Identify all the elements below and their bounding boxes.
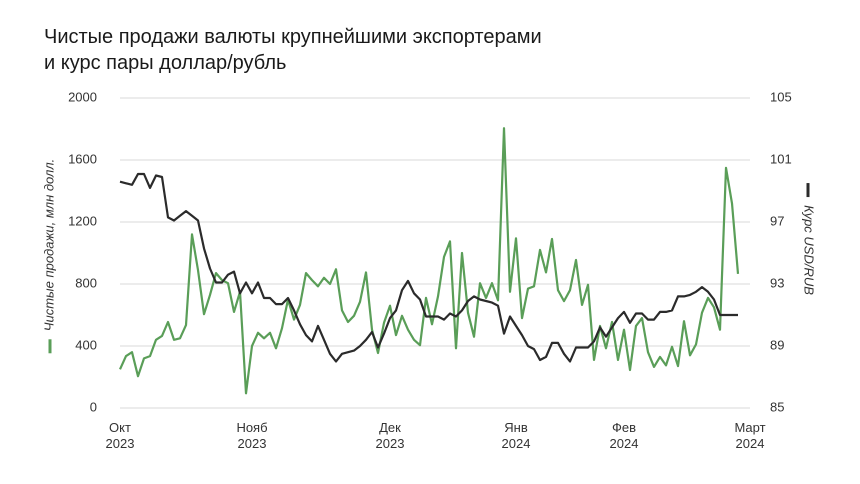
legend-entry: Чистые продажи, млн долл. [41, 159, 56, 354]
x-tick-label: Нояб 2023 [236, 420, 268, 451]
y2-tick-label: 85 [770, 399, 784, 414]
x-tick-label: Дек 2023 [375, 420, 405, 451]
x-tick-label: Янв 2024 [501, 420, 531, 451]
y-tick-label: 800 [75, 275, 97, 290]
y-tick-label: 1200 [68, 213, 97, 228]
y-tick-label: 0 [90, 399, 97, 414]
y2-tick-label: 93 [770, 275, 784, 290]
x-tick-label: Окт 2023 [105, 420, 135, 451]
x-tick-label: Фев 2024 [609, 420, 639, 451]
x-tick-label: Март 2024 [734, 420, 766, 451]
legend-entry: Курс USD/RUB [802, 183, 817, 295]
series-line [118, 127, 740, 395]
legend-label: Курс USD/RUB [802, 205, 817, 295]
y2-tick-label: 105 [770, 89, 792, 104]
y-tick-label: 400 [75, 337, 97, 352]
y2-tick-label: 97 [770, 213, 784, 228]
series-line [119, 172, 738, 363]
y-tick-label: 2000 [68, 89, 97, 104]
y2-tick-label: 101 [770, 151, 792, 166]
chart-title: Чистые продажи валюты крупнейшими экспор… [44, 26, 542, 74]
y-tick-label: 1600 [68, 151, 97, 166]
legend-label: Чистые продажи, млн долл. [41, 159, 56, 332]
y2-tick-label: 89 [770, 337, 784, 352]
